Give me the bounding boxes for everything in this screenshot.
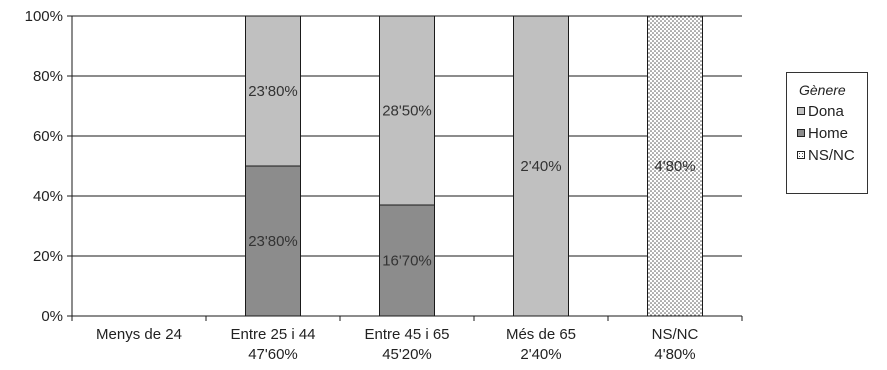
y-tick-label: 60%: [33, 128, 63, 145]
legend-item-dona: Dona: [797, 100, 867, 122]
data-label: 23'80%: [248, 83, 298, 100]
data-label: 16'70%: [382, 253, 432, 270]
data-label: 4'80%: [654, 158, 695, 175]
data-label: 23'80%: [248, 233, 298, 250]
category-label: NS/NC: [652, 326, 699, 343]
legend-item-nsnc: NS/NC: [797, 144, 867, 166]
category-subtitle: 45'20%: [382, 346, 432, 363]
legend-swatch-nsnc: [797, 151, 805, 159]
bar-segment: [513, 15, 569, 317]
y-tick-label: 20%: [33, 248, 63, 265]
category-subtitle: 47'60%: [248, 346, 298, 363]
y-tick-label: 100%: [25, 8, 63, 25]
y-tick-label: 0%: [41, 308, 63, 325]
bar-segment: [245, 15, 301, 167]
category-label: Més de 65: [506, 326, 576, 343]
axes: [67, 15, 743, 321]
legend-swatch-home: [797, 129, 805, 137]
legend-label-home: Home: [808, 124, 849, 142]
category-subtitle: 2'40%: [520, 346, 561, 363]
category-label: Menys de 24: [96, 326, 182, 343]
legend-swatch-dona: [797, 107, 805, 115]
legend-label-dona: Dona: [808, 102, 844, 120]
legend: Gènere Dona Home NS/NC: [786, 72, 868, 194]
category-label: Entre 45 i 65: [364, 326, 449, 343]
bar-segment: [379, 15, 435, 206]
legend-item-home: Home: [797, 122, 867, 144]
bars: [245, 15, 703, 317]
bar-segment: [647, 15, 703, 317]
labels: 0% 20% 40% 60% 80% 100% Menys de 24 23'80% 23'80…: [25, 8, 699, 363]
legend-title: Gènere: [799, 82, 846, 98]
category-subtitle: 4'80%: [654, 346, 695, 363]
legend-label-nsnc: NS/NC: [808, 146, 855, 164]
y-tick-label: 40%: [33, 188, 63, 205]
data-label: 2'40%: [520, 158, 561, 175]
y-tick-label: 80%: [33, 68, 63, 85]
data-label: 28'50%: [382, 103, 432, 120]
category-label: Entre 25 i 44: [230, 326, 315, 343]
bar-segment: [379, 204, 435, 317]
